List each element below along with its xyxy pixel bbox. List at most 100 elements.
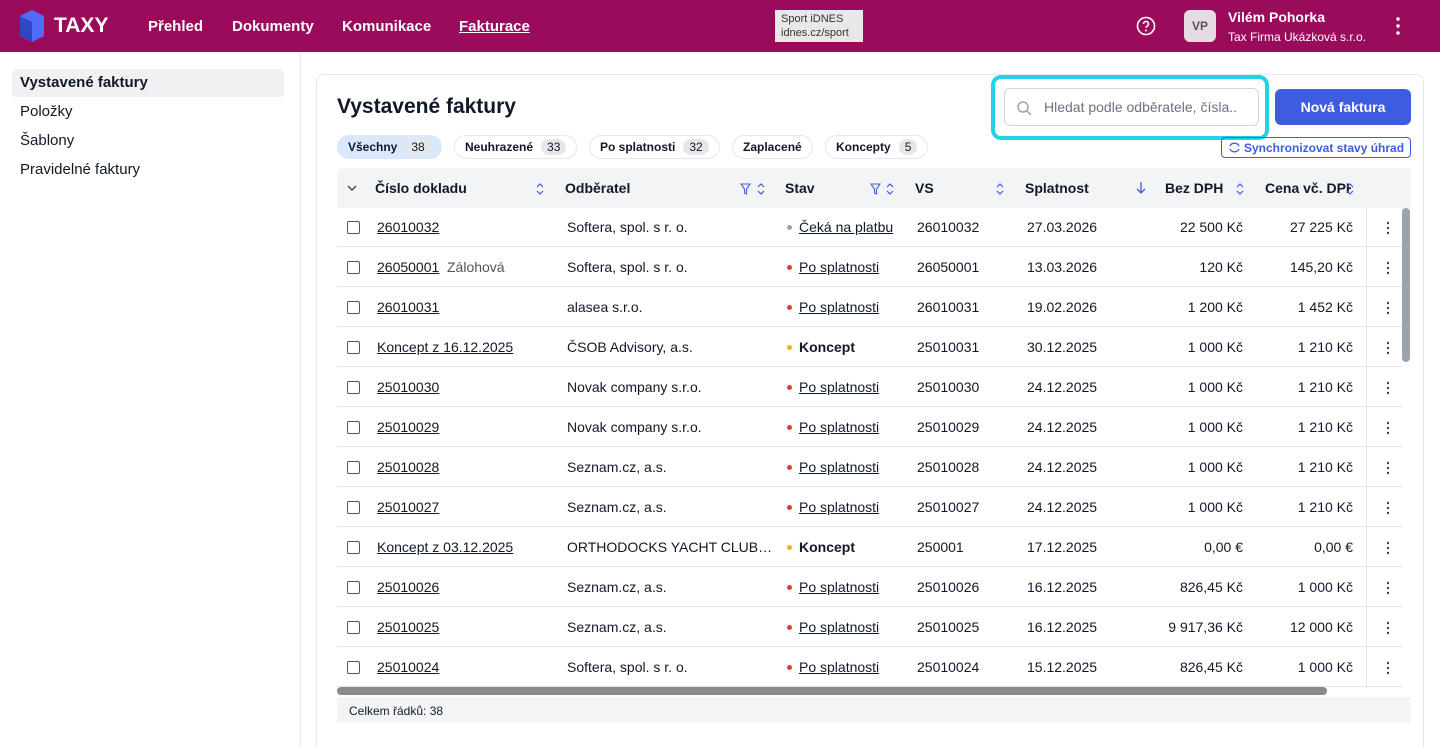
sort-desc-icon[interactable] <box>1136 181 1146 195</box>
row-menu[interactable] <box>1385 661 1391 675</box>
column-header[interactable]: Cena vč. DPH <box>1265 180 1351 196</box>
column-header[interactable]: VS <box>915 180 934 196</box>
status[interactable]: Po splatnosti <box>799 659 880 675</box>
invoice-number[interactable]: 25010029 <box>377 419 440 435</box>
sort-icon[interactable] <box>996 182 1004 195</box>
row-menu[interactable] <box>1385 501 1391 515</box>
sync-button[interactable]: Synchronizovat stavy úhrad <box>1221 137 1411 158</box>
row-border-action <box>1366 367 1402 407</box>
sidebar-active <box>12 69 284 97</box>
v-scrollbar[interactable] <box>1402 208 1410 362</box>
new-invoice-button[interactable]: Nová faktura <box>1275 89 1411 125</box>
row-checkbox[interactable] <box>347 581 360 594</box>
status[interactable]: Po splatnosti <box>799 499 880 515</box>
filter-pill[interactable]: Všechny 38 <box>337 135 442 159</box>
status[interactable]: Po splatnosti <box>799 379 880 395</box>
invoice-number[interactable]: 26010031 <box>377 299 440 315</box>
status[interactable]: Po splatnosti <box>799 299 880 315</box>
due-date: 30.12.2025 <box>1027 339 1098 355</box>
row-menu[interactable] <box>1385 221 1391 235</box>
row-menu[interactable] <box>1385 261 1391 275</box>
row-checkbox[interactable] <box>347 381 360 394</box>
status[interactable]: Po splatnosti <box>799 419 880 435</box>
filter-pill[interactable]: Neuhrazené 33 <box>454 135 578 159</box>
column-header[interactable]: Splatnost <box>1025 180 1089 196</box>
invoice-number[interactable]: 26050001 <box>377 259 440 275</box>
row-menu[interactable] <box>1385 301 1391 315</box>
menu-icon[interactable] <box>1394 16 1402 36</box>
invoice-number[interactable]: Koncept z 16.12.2025 <box>377 339 514 355</box>
avatar[interactable]: VP <box>1184 10 1216 42</box>
vs: 25010028 <box>917 459 980 475</box>
invoice-number[interactable]: 25010027 <box>377 499 440 515</box>
sort-icon[interactable] <box>757 182 765 195</box>
column-header[interactable]: Stav <box>785 180 815 196</box>
row-checkbox[interactable] <box>347 661 360 674</box>
row-checkbox[interactable] <box>347 501 360 514</box>
status-dot <box>787 265 792 270</box>
filter-pill[interactable]: Koncepty 5 <box>825 135 929 159</box>
help-icon[interactable] <box>1136 16 1156 36</box>
sidebar-item[interactable]: Vystavené faktury <box>20 74 148 91</box>
ad-box[interactable]: Sport iDNES idnes.cz/sport <box>775 10 863 42</box>
row-checkbox[interactable] <box>347 541 360 554</box>
status[interactable]: Čeká na platbu <box>799 219 894 235</box>
invoice-number[interactable]: 25010028 <box>377 459 440 475</box>
sidebar-item[interactable]: Šablony <box>20 132 75 149</box>
column-header[interactable]: Odběratel <box>565 180 631 196</box>
row-checkbox[interactable] <box>347 221 360 234</box>
row-menu[interactable] <box>1385 421 1391 435</box>
row-checkbox[interactable] <box>347 461 360 474</box>
user-name: Vilém Pohorka <box>1228 9 1326 25</box>
nav-link[interactable]: Komunikace <box>342 18 432 35</box>
invoice-number[interactable]: 25010026 <box>377 579 440 595</box>
sort-icon[interactable] <box>886 182 894 195</box>
filter-icon[interactable] <box>739 182 752 195</box>
vs: 26010032 <box>917 219 980 235</box>
sort-icon[interactable] <box>536 182 544 195</box>
status[interactable]: Po splatnosti <box>799 259 880 275</box>
vs: 25010030 <box>917 379 980 395</box>
nav-link[interactable]: Fakturace <box>459 18 530 35</box>
filter-icon[interactable] <box>869 182 882 195</box>
invoice-number[interactable]: 26010032 <box>377 219 440 235</box>
row-checkbox[interactable] <box>347 621 360 634</box>
row-checkbox[interactable] <box>347 301 360 314</box>
nav-link[interactable]: Dokumenty <box>232 18 314 35</box>
status-dot <box>787 505 792 510</box>
row-menu[interactable] <box>1385 621 1391 635</box>
expand-icon[interactable] <box>346 182 358 194</box>
row-menu[interactable] <box>1385 341 1391 355</box>
column-header[interactable]: Bez DPH <box>1165 180 1224 196</box>
row-menu[interactable] <box>1385 381 1391 395</box>
h-scrollbar[interactable] <box>337 687 1327 695</box>
row-checkbox[interactable] <box>347 261 360 274</box>
column-header[interactable]: Číslo dokladu <box>375 180 467 196</box>
filter-pill[interactable]: Zaplacené <box>732 135 813 159</box>
row-checkbox[interactable] <box>347 341 360 354</box>
sort-icon[interactable] <box>1236 182 1244 195</box>
invoice-number[interactable]: Koncept z 03.12.2025 <box>377 539 514 555</box>
sort-icon[interactable] <box>1346 182 1354 195</box>
customer: Seznam.cz, a.s. <box>567 499 667 515</box>
nav-link[interactable]: Přehled <box>148 18 204 35</box>
row-menu[interactable] <box>1385 581 1391 595</box>
status[interactable]: Po splatnosti <box>799 579 880 595</box>
filter-pill[interactable]: Po splatnosti 32 <box>589 135 720 159</box>
invoice-number[interactable]: 25010024 <box>377 659 440 675</box>
status[interactable]: Po splatnosti <box>799 459 880 475</box>
row-border-action <box>1366 647 1402 687</box>
search-input[interactable]: Hledat podle odběratele, čísla.. <box>1004 88 1259 126</box>
due-date: 24.12.2025 <box>1027 379 1098 395</box>
row-menu[interactable] <box>1385 541 1391 555</box>
invoice-number[interactable]: 25010030 <box>377 379 440 395</box>
sidebar-item[interactable]: Pravidelné faktury <box>20 161 141 178</box>
logo[interactable]: TAXY <box>54 14 109 37</box>
filter-label: Zaplacené <box>743 140 802 154</box>
status[interactable]: Po splatnosti <box>799 619 880 635</box>
row-menu[interactable] <box>1385 461 1391 475</box>
row-checkbox[interactable] <box>347 421 360 434</box>
due-date: 24.12.2025 <box>1027 459 1098 475</box>
invoice-number[interactable]: 25010025 <box>377 619 440 635</box>
sidebar-item[interactable]: Položky <box>20 103 73 120</box>
